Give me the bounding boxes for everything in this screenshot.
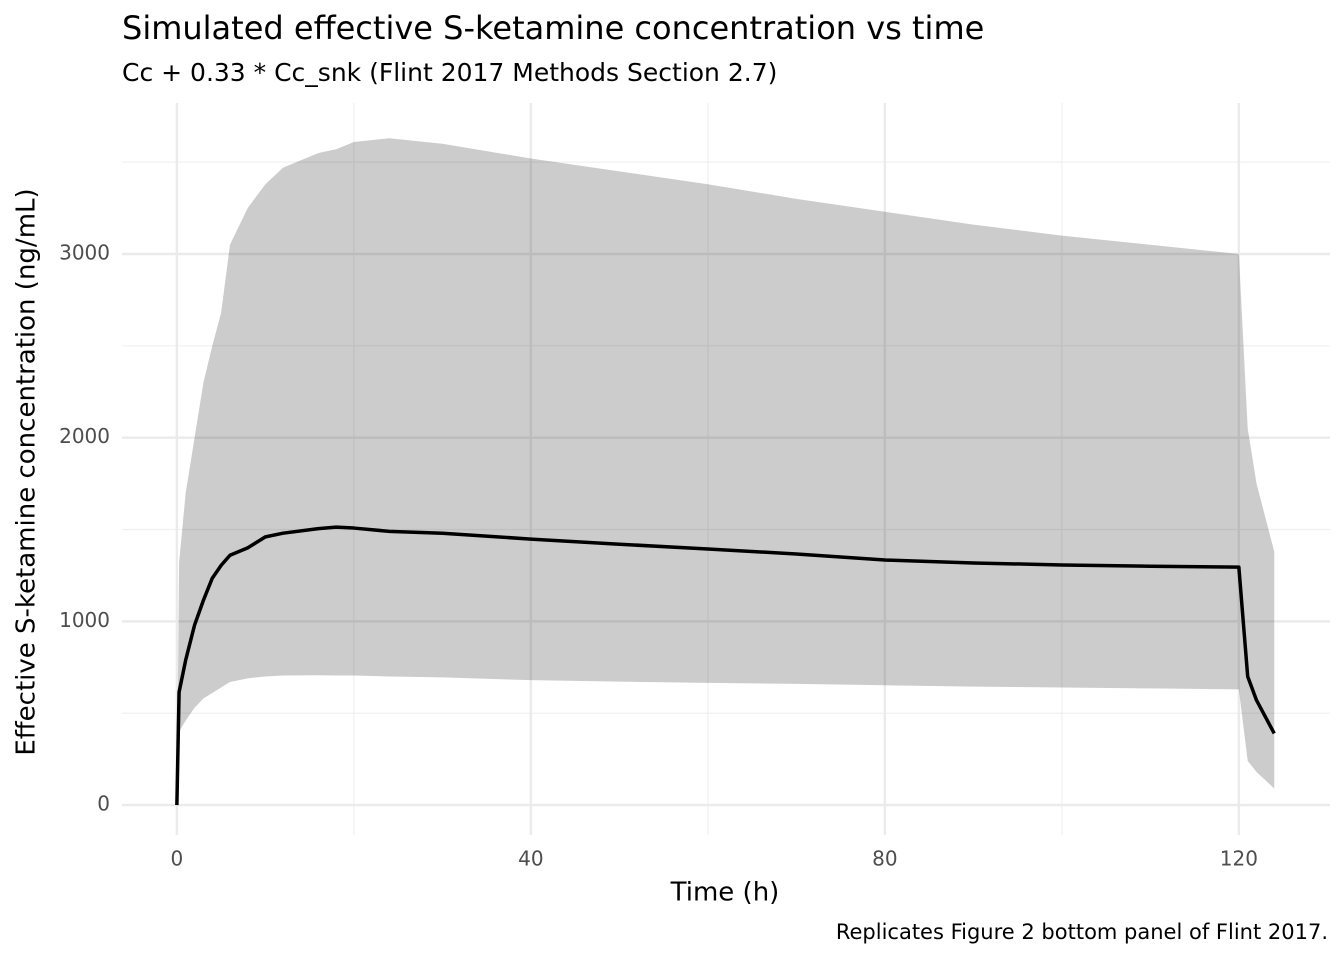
chart-subtitle: Cc + 0.33 * Cc_snk (Flint 2017 Methods S… bbox=[122, 58, 777, 87]
x-tick-label: 40 bbox=[518, 847, 543, 871]
y-tick-label: 2000 bbox=[59, 424, 110, 448]
line bbox=[175, 525, 1276, 806]
ribbon bbox=[176, 138, 1275, 806]
chart-title: Simulated effective S-ketamine concentra… bbox=[122, 9, 984, 47]
caption: Replicates Figure 2 bottom panel of Flin… bbox=[836, 920, 1328, 944]
y-axis-title: Effective S-ketamine concentration (ng/m… bbox=[12, 188, 42, 755]
x-axis-title: Time (h) bbox=[670, 878, 780, 908]
y-tick-label: 1000 bbox=[59, 608, 110, 632]
x-tick-label: 80 bbox=[872, 847, 897, 871]
x-tick-label: 0 bbox=[171, 847, 184, 871]
y-tick-label: 0 bbox=[97, 792, 110, 816]
x-tick-label: 120 bbox=[1220, 847, 1258, 871]
y-tick-label: 3000 bbox=[59, 240, 110, 264]
